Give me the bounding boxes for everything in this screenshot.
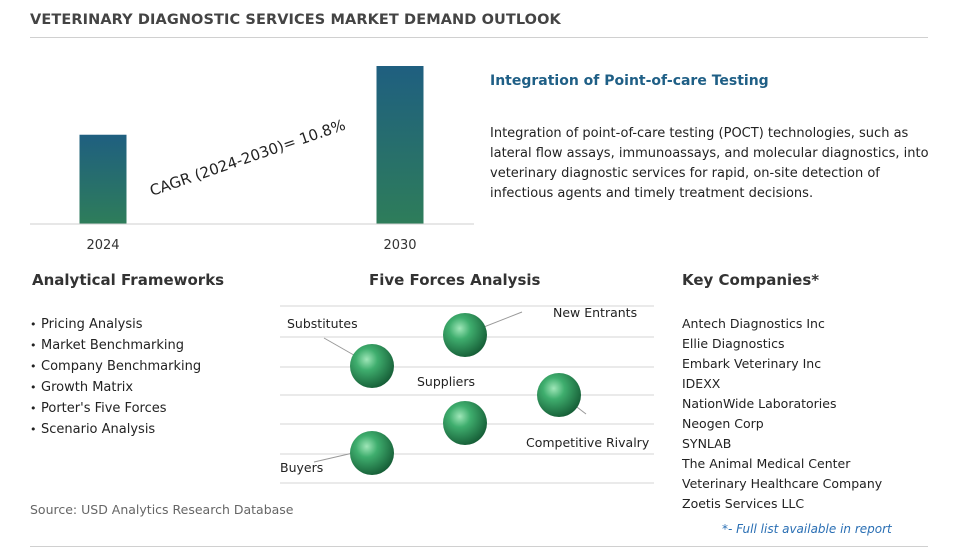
highlight-title: Integration of Point-of-care Testing (490, 73, 769, 89)
framework-item: Pricing Analysis (30, 314, 201, 335)
bottom-divider (30, 546, 928, 547)
company-item: SYNLAB (682, 436, 732, 451)
source-note: Source: USD Analytics Research Database (30, 502, 294, 517)
company-item: Ellie Diagnostics (682, 336, 785, 351)
buyers-sphere (350, 431, 394, 475)
competitive-rivalry-label: Competitive Rivalry (526, 435, 650, 450)
company-item: Veterinary Healthcare Company (682, 476, 883, 491)
forces-title: Five Forces Analysis (369, 271, 541, 289)
company-item: The Animal Medical Center (682, 456, 851, 471)
suppliers-label: Suppliers (417, 374, 475, 389)
top-divider (30, 37, 928, 38)
framework-item: Market Benchmarking (30, 335, 201, 356)
companies-list: Antech Diagnostics Inc Ellie Diagnostics… (682, 314, 882, 514)
company-item: Neogen Corp (682, 416, 764, 431)
tick-label-2024: 2024 (86, 238, 119, 253)
company-item: Embark Veterinary Inc (682, 356, 822, 371)
substitutes-label: Substitutes (287, 316, 358, 331)
suppliers-sphere (443, 401, 487, 445)
framework-item: Porter's Five Forces (30, 398, 201, 419)
bar-2024 (79, 134, 127, 224)
buyers-label: Buyers (280, 460, 323, 475)
substitutes-sphere (350, 344, 394, 388)
framework-item: Scenario Analysis (30, 419, 201, 440)
new-entrants-label: New Entrants (553, 305, 637, 320)
companies-footnote: *- Full list available in report (722, 522, 892, 536)
company-item: Zoetis Services LLC (682, 496, 805, 511)
new-entrants-sphere (443, 313, 487, 357)
framework-item: Growth Matrix (30, 377, 201, 398)
market-bar-chart: 2024 2030 CAGR (2024-2030)= 10.8% (30, 66, 474, 253)
cagr-annotation: CAGR (2024-2030)= 10.8% (147, 116, 347, 200)
highlight-text: Integration of point-of-care testing (PO… (490, 126, 929, 201)
page-title: VETERINARY DIAGNOSTIC SERVICES MARKET DE… (30, 12, 561, 28)
companies-title: Key Companies* (682, 271, 820, 289)
frameworks-title: Analytical Frameworks (32, 271, 225, 289)
company-item: NationWide Laboratories (682, 396, 837, 411)
company-item: IDEXX (682, 376, 721, 391)
bar-2030 (376, 66, 424, 224)
framework-item: Company Benchmarking (30, 356, 201, 377)
company-item: Antech Diagnostics Inc (682, 316, 825, 331)
competitive-rivalry-sphere (537, 373, 581, 417)
frameworks-list: Pricing Analysis Market Benchmarking Com… (30, 314, 201, 440)
five-forces-diagram: Substitutes New Entrants Suppliers Compe… (280, 305, 654, 484)
tick-label-2030: 2030 (383, 238, 416, 253)
